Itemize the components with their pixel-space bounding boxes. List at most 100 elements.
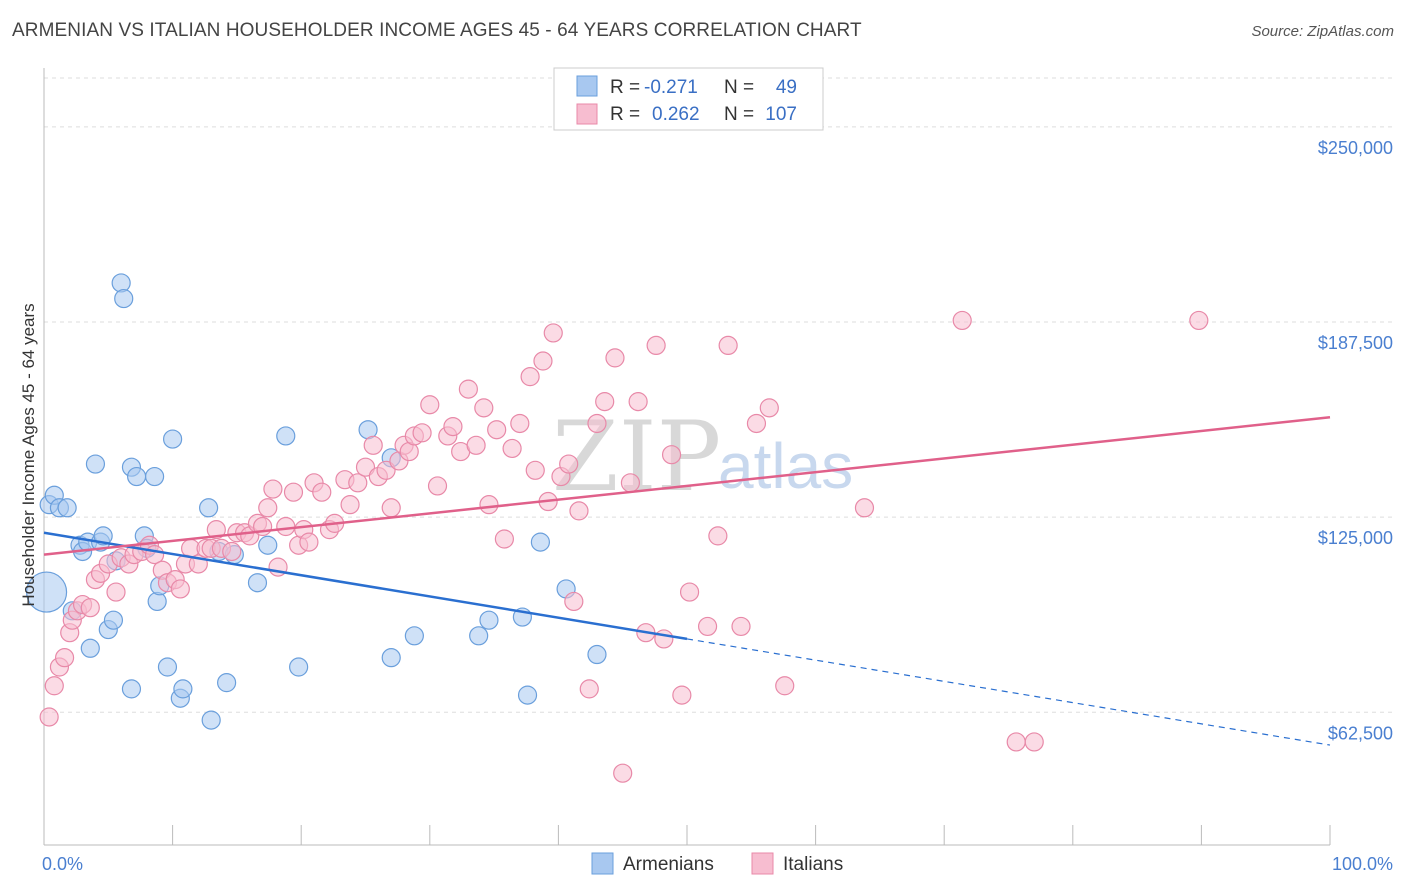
armenian-point [469,626,489,646]
italian-trend-line [43,415,1331,556]
italian-point [458,379,478,399]
legend-swatch-italians [576,103,598,125]
italian-point [466,435,486,455]
armenian-point [144,466,165,487]
italian-point [39,707,59,727]
italian-point [620,473,641,493]
italian-point [258,498,278,518]
legend-r-value-2: 0.262 [652,104,700,125]
legend-n-label-2: N = [724,104,754,125]
italian-point [106,582,126,602]
y-tick-label: $125,000 [1318,528,1393,548]
italian-point [718,335,738,356]
legend-r-value-1: -0.271 [644,77,698,98]
source-label: Source: ZipAtlas.com [1251,23,1394,40]
italian-point [381,498,401,518]
italian-point [613,763,633,783]
y-tick-labels: $62,500 $125,000 $187,500 $250,000 [1318,138,1393,743]
italian-point [427,476,448,496]
italian-point [854,498,875,518]
italian-point [376,460,396,480]
armenian-point [157,657,178,677]
armenian-point [173,679,193,699]
italian-point [587,413,607,434]
italian-point [510,413,530,434]
armenian-point [258,535,278,555]
italian-point [206,520,226,540]
trend-lines [43,415,1331,746]
italian-point [502,438,522,459]
armenian-point [111,273,131,293]
bottom-legend: Armenians Italians [591,852,843,875]
italian-point [299,532,319,552]
italian-point [363,435,383,455]
italian-point [474,398,494,418]
legend-swatch-armenians [576,75,598,97]
armenian-point [80,638,100,658]
y-tick-label: $62,500 [1328,723,1393,743]
italian-point [775,676,795,696]
italian-point [559,454,579,474]
italian-point [708,526,728,546]
italian-point [340,495,360,515]
italian-point [276,516,296,537]
italian-point [355,457,376,477]
y-tick-label: $250,000 [1318,138,1393,158]
italian-point [348,473,368,493]
y-tick-label: $187,500 [1318,333,1393,353]
x-tick-label-min: 0.0% [42,854,83,874]
italian-point [569,501,589,521]
legend-r-label-1: R = [610,77,640,98]
italian-point [646,335,666,356]
italian-point [1189,310,1209,331]
italian-point [420,395,440,415]
armenian-point [247,573,268,593]
italian-point [661,445,682,465]
x-tick-label-max: 100.0% [1332,854,1393,874]
armenian-point [530,532,550,552]
italian-point [80,598,100,618]
armenian-point [199,498,219,518]
armenian-point [114,288,134,309]
armenian-point [126,466,147,487]
armenian-point [381,648,401,668]
italian-point [520,367,540,387]
armenian-trend-line [43,531,688,641]
legend-n-label-1: N = [724,77,754,98]
armenian-point [517,685,538,705]
italian-point [170,579,190,599]
italian-point [628,392,648,412]
italian-point [679,582,700,602]
italian-point [654,629,674,649]
bottom-legend-italians: Italians [783,854,843,875]
armenian-point [289,657,309,677]
italian-point [697,616,718,637]
armenian-point [57,498,77,518]
italian-point [54,648,75,668]
italian-point [605,348,625,368]
watermark: ZIP atlas [552,401,853,513]
watermark-zip: ZIP [552,401,721,513]
armenian-point [201,710,221,730]
armenian-point [404,626,424,646]
watermark-atlas: atlas [718,430,853,502]
legend-r-label-2: R = [610,104,640,125]
armenian-point [25,571,68,613]
italian-point [672,685,692,705]
italian-point [487,420,507,440]
italian-point [533,351,553,371]
italian-point [759,398,779,418]
bottom-legend-swatch-armenians [591,852,614,875]
italian-point [731,616,751,637]
italian-point [479,495,499,515]
italian-point [952,310,972,331]
armenian-point [103,610,124,630]
italian-point [1006,732,1026,752]
legend-box [553,67,824,131]
armenian-point [217,673,237,693]
series-italians [39,310,1209,783]
italian-point [443,416,463,437]
italian-point [543,323,563,343]
chart-title: ARMENIAN VS ITALIAN HOUSEHOLDER INCOME A… [12,20,862,41]
legend-n-value-2: 107 [765,104,797,125]
